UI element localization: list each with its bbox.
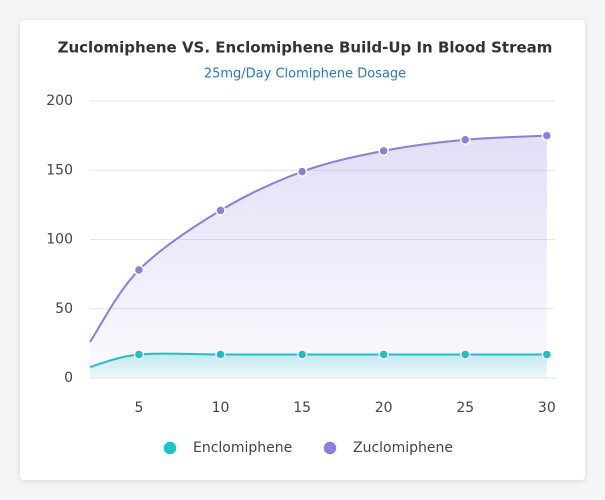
- legend-label: Zuclomiphene: [353, 440, 453, 456]
- chart-title: Zuclomiphene VS. Enclomiphene Build-Up I…: [58, 39, 553, 57]
- y-tick-label: 150: [46, 162, 73, 178]
- point: [541, 130, 553, 141]
- y-tick-label: 100: [46, 232, 73, 248]
- x-tick-label: 15: [293, 400, 311, 416]
- area: [90, 135, 547, 378]
- y-tick-label: 200: [46, 93, 73, 109]
- x-tick-label: 10: [212, 400, 230, 416]
- chart-subtitle: 25mg/Day Clomiphene Dosage: [204, 67, 406, 82]
- x-tick-label: 20: [375, 400, 393, 416]
- legend-label: Enclomiphene: [193, 440, 292, 456]
- x-tick-label: 25: [456, 400, 474, 416]
- point: [215, 205, 226, 216]
- point: [460, 134, 471, 146]
- point: [296, 166, 308, 177]
- y-tick-label: 50: [55, 301, 73, 317]
- x-tick-label: 5: [134, 400, 143, 416]
- legend-marker: [162, 440, 178, 456]
- x-tick-label: 30: [538, 400, 556, 416]
- legend-marker: [322, 440, 338, 456]
- point: [378, 145, 389, 157]
- point: [133, 264, 145, 276]
- y-tick-label: 0: [64, 370, 73, 386]
